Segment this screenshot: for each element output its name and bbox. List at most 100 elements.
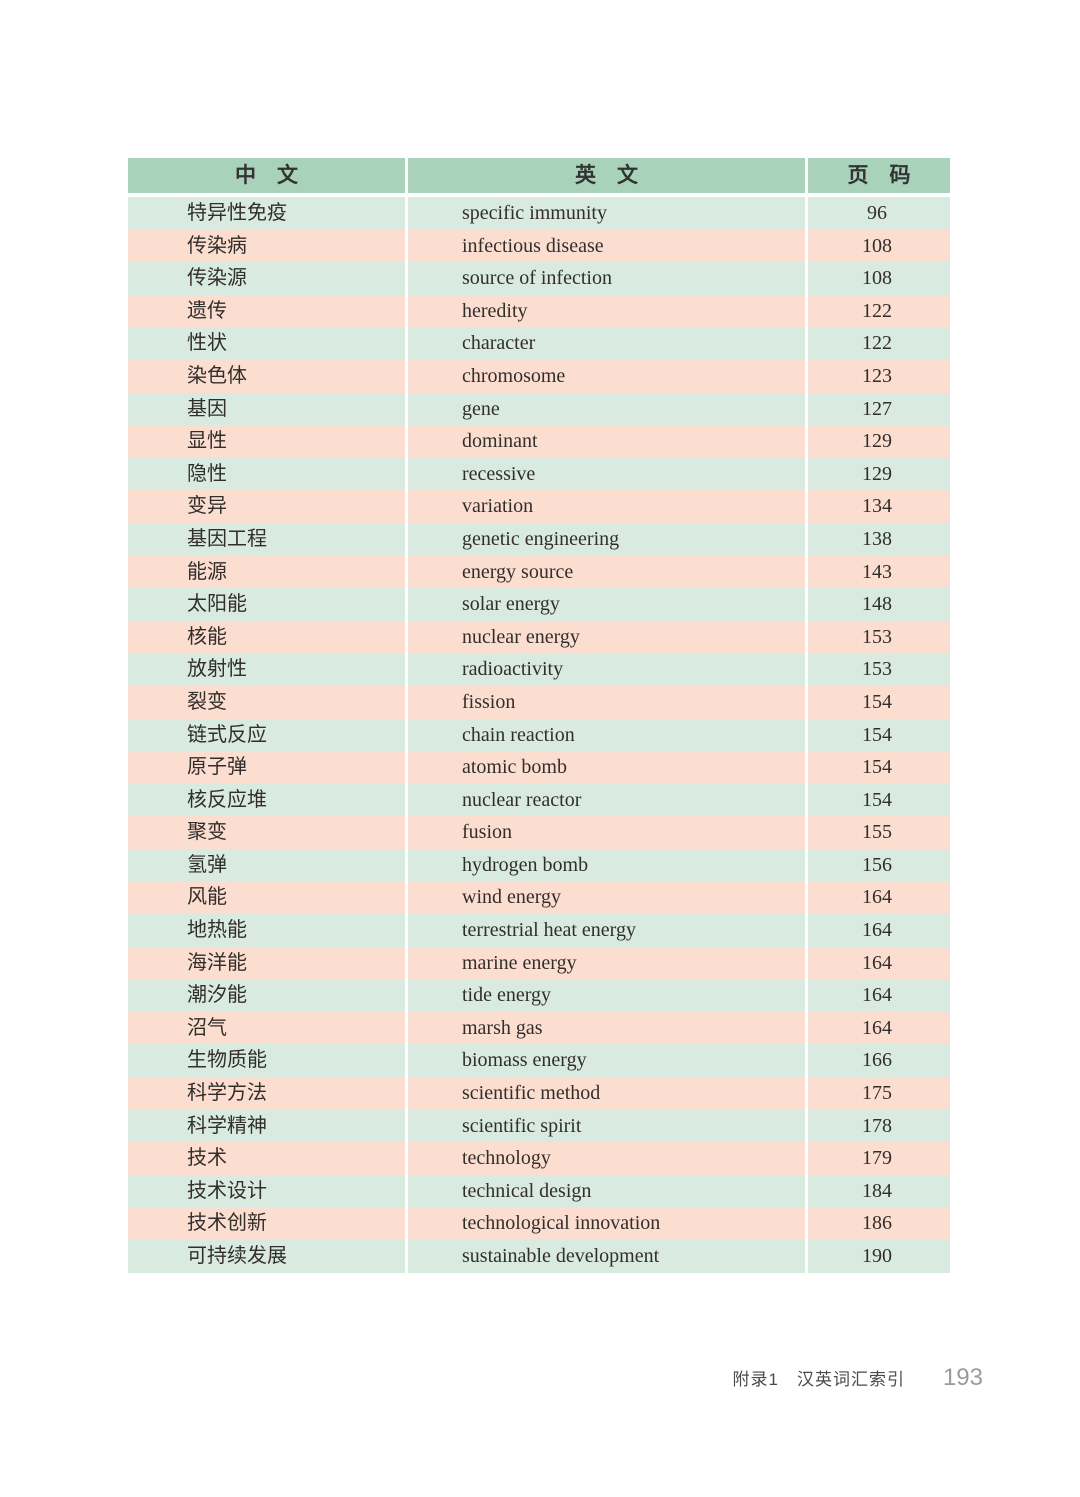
table-row: 海洋能 marine energy 164 [128, 946, 950, 980]
page-number-cell: 155 [808, 816, 950, 849]
table-row: 原子弹 atomic bomb 154 [128, 751, 950, 784]
chinese-term-cell: 科学精神 [128, 1109, 405, 1143]
page-number-cell: 129 [808, 425, 950, 458]
english-term-cell: atomic bomb [408, 751, 805, 784]
table-row: 技术创新 technological innovation 186 [128, 1207, 950, 1240]
chinese-term-cell: 地热能 [128, 914, 405, 947]
table-row: 传染源 source of infection 108 [128, 262, 950, 295]
page-number-cell: 154 [808, 685, 950, 719]
chinese-term-cell: 染色体 [128, 359, 405, 393]
table-row: 地热能 terrestrial heat energy 164 [128, 914, 950, 947]
table-row: 基因 gene 127 [128, 392, 950, 426]
chinese-term-cell: 传染病 [128, 229, 405, 263]
table-row: 技术 technology 179 [128, 1142, 950, 1175]
english-term-cell: gene [408, 392, 805, 426]
english-term-cell: recessive [408, 457, 805, 491]
chinese-term-cell: 原子弹 [128, 751, 405, 784]
page-number-cell: 186 [808, 1207, 950, 1240]
page-number-cell: 179 [808, 1142, 950, 1175]
chinese-term-cell: 遗传 [128, 294, 405, 328]
chinese-term-cell: 核能 [128, 620, 405, 654]
table-row: 链式反应 chain reaction 154 [128, 718, 950, 752]
english-term-cell: fusion [408, 816, 805, 849]
page-number-cell: 156 [808, 848, 950, 882]
table-row: 放射性 radioactivity 153 [128, 653, 950, 686]
table-row: 染色体 chromosome 123 [128, 359, 950, 393]
page-number-cell: 108 [808, 229, 950, 263]
vocabulary-index-table: 中 文 英 文 页 码 特异性免疫 specific immunity 96 传… [128, 158, 950, 1273]
chinese-term-cell: 链式反应 [128, 718, 405, 752]
page-number-cell: 129 [808, 457, 950, 491]
page-number-cell: 154 [808, 718, 950, 752]
header-english: 英 文 [408, 158, 805, 193]
chinese-term-cell: 聚变 [128, 816, 405, 849]
page-number-cell: 123 [808, 359, 950, 393]
english-term-cell: nuclear reactor [408, 783, 805, 817]
chinese-term-cell: 隐性 [128, 457, 405, 491]
english-term-cell: technology [408, 1142, 805, 1175]
english-term-cell: hydrogen bomb [408, 848, 805, 882]
table-row: 沼气 marsh gas 164 [128, 1011, 950, 1045]
english-term-cell: scientific method [408, 1077, 805, 1110]
chinese-term-cell: 海洋能 [128, 946, 405, 980]
folio-page-number: 193 [942, 1364, 983, 1391]
chinese-term-cell: 可持续发展 [128, 1240, 405, 1273]
english-term-cell: energy source [408, 555, 805, 589]
page-number-cell: 164 [808, 1011, 950, 1045]
english-term-cell: wind energy [408, 881, 805, 915]
english-term-cell: biomass energy [408, 1044, 805, 1078]
chinese-term-cell: 传染源 [128, 262, 405, 295]
chinese-term-cell: 变异 [128, 490, 405, 523]
table-row: 风能 wind energy 164 [128, 881, 950, 915]
page-number-cell: 153 [808, 620, 950, 654]
page-number-cell: 138 [808, 522, 950, 556]
english-term-cell: sustainable development [408, 1240, 805, 1273]
english-term-cell: chromosome [408, 359, 805, 393]
table-row: 核反应堆 nuclear reactor 154 [128, 783, 950, 817]
english-term-cell: source of infection [408, 262, 805, 295]
header-page-number: 页 码 [808, 158, 950, 193]
table-body: 特异性免疫 specific immunity 96 传染病 infectiou… [128, 197, 950, 1273]
page-footer: 附录1 汉英词汇索引 193 [732, 1364, 983, 1392]
english-term-cell: chain reaction [408, 718, 805, 752]
table-row: 太阳能 solar energy 148 [128, 588, 950, 621]
page-number-cell: 143 [808, 555, 950, 589]
page-number-cell: 164 [808, 881, 950, 915]
table-row: 科学方法 scientific method 175 [128, 1077, 950, 1110]
page-number-cell: 127 [808, 392, 950, 426]
english-term-cell: scientific spirit [408, 1109, 805, 1143]
table-row: 聚变 fusion 155 [128, 816, 950, 849]
page-number-cell: 148 [808, 588, 950, 621]
chinese-term-cell: 性状 [128, 327, 405, 360]
chinese-term-cell: 显性 [128, 425, 405, 458]
chinese-term-cell: 技术设计 [128, 1174, 405, 1208]
chinese-term-cell: 科学方法 [128, 1077, 405, 1110]
table-row: 可持续发展 sustainable development 190 [128, 1240, 950, 1273]
english-term-cell: variation [408, 490, 805, 523]
table-row: 性状 character 122 [128, 327, 950, 360]
table-row: 核能 nuclear energy 153 [128, 620, 950, 654]
english-term-cell: dominant [408, 425, 805, 458]
chinese-term-cell: 沼气 [128, 1011, 405, 1045]
english-term-cell: marsh gas [408, 1011, 805, 1045]
table-row: 显性 dominant 129 [128, 425, 950, 458]
table-header-row: 中 文 英 文 页 码 [128, 158, 950, 193]
table-row: 科学精神 scientific spirit 178 [128, 1109, 950, 1143]
page-number-cell: 166 [808, 1044, 950, 1078]
english-term-cell: technical design [408, 1174, 805, 1208]
page-number-cell: 178 [808, 1109, 950, 1143]
english-term-cell: fission [408, 685, 805, 719]
chinese-term-cell: 技术创新 [128, 1207, 405, 1240]
chinese-term-cell: 太阳能 [128, 588, 405, 621]
table-row: 传染病 infectious disease 108 [128, 229, 950, 263]
chinese-term-cell: 放射性 [128, 653, 405, 686]
table-row: 生物质能 biomass energy 166 [128, 1044, 950, 1078]
index-title: 汉英词汇索引 [796, 1370, 905, 1389]
chinese-term-cell: 潮汐能 [128, 979, 405, 1012]
english-term-cell: tide energy [408, 979, 805, 1012]
chinese-term-cell: 风能 [128, 881, 405, 915]
page-number-cell: 175 [808, 1077, 950, 1110]
table-row: 特异性免疫 specific immunity 96 [128, 197, 950, 230]
chinese-term-cell: 基因 [128, 392, 405, 426]
